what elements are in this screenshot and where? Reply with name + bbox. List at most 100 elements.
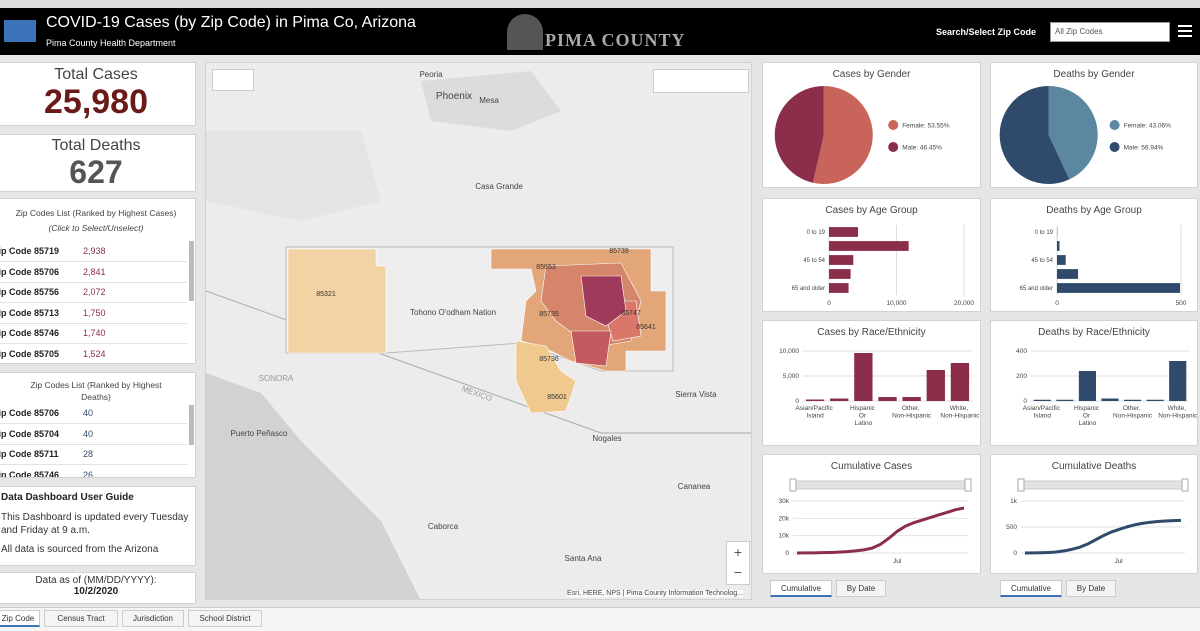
menu-icon[interactable] xyxy=(1178,25,1192,37)
bar xyxy=(829,255,853,265)
category-label: 0 to 19 xyxy=(1035,230,1054,236)
zip-label: 85653 xyxy=(536,264,556,271)
zip-code: Zip Code 85706 xyxy=(0,403,59,423)
bar xyxy=(1057,241,1059,251)
bar xyxy=(951,363,969,401)
scrollbar[interactable] xyxy=(189,405,194,445)
zip-label: 85736 xyxy=(539,356,559,363)
header-bar: COVID-19 Cases (by Zip Code) in Pima Co,… xyxy=(0,8,1200,55)
scrollbar[interactable] xyxy=(189,241,194,301)
chart-title: Deaths by Gender xyxy=(991,69,1197,80)
search-label: Search/Select Zip Code xyxy=(936,27,1036,37)
category-label: Other, Non-Hispanic xyxy=(892,405,932,420)
category-label: 45 to 54 xyxy=(803,258,825,264)
bottom-tab[interactable]: Census Tract xyxy=(44,610,118,627)
bar xyxy=(878,397,896,401)
y-tick-label: 0 xyxy=(795,398,799,405)
land-texture xyxy=(206,131,381,221)
bar xyxy=(829,283,849,293)
bar xyxy=(902,397,920,401)
place-label: Sierra Vista xyxy=(675,390,717,399)
zip-count: 2,072 xyxy=(83,282,106,302)
x-tick-label: Jul xyxy=(1114,558,1123,565)
place-label: Mesa xyxy=(479,96,499,105)
bottom-tab[interactable]: Zip Code xyxy=(0,610,40,627)
as-of-value: 10/2/2020 xyxy=(0,586,195,597)
y-tick-label: 30k xyxy=(779,498,790,505)
y-tick-label: 1k xyxy=(1010,498,1018,505)
category-label: White, Non-Hispanic xyxy=(1158,405,1197,420)
logo-dome xyxy=(507,14,543,50)
chart-title: Deaths by Age Group xyxy=(991,205,1197,216)
zip-code: Zip Code 85746 xyxy=(0,323,59,343)
chart-tab[interactable]: Cumulative xyxy=(770,580,832,597)
zip-count: 2,841 xyxy=(83,262,106,282)
legend-swatch xyxy=(888,120,898,130)
chart-tab[interactable]: Cumulative xyxy=(1000,580,1062,597)
bar xyxy=(1101,399,1118,402)
bar xyxy=(1124,400,1141,401)
place-label: Nogales xyxy=(592,434,621,443)
zip-select[interactable]: All Zip Codes xyxy=(1050,22,1170,42)
category-label: 65 and older xyxy=(1020,286,1053,292)
map-toolbar[interactable] xyxy=(653,69,749,93)
chart-tab[interactable]: By Date xyxy=(836,580,886,597)
range-slider xyxy=(793,481,968,489)
bottom-tab[interactable]: School District xyxy=(188,610,262,627)
subtitle: Pima County Health Department xyxy=(46,38,176,48)
bar xyxy=(1057,255,1066,265)
category-label: 45 to 54 xyxy=(1031,258,1053,264)
zip-code: Zip Code 85719 xyxy=(0,241,59,261)
chart-tab[interactable]: By Date xyxy=(1066,580,1116,597)
range-slider xyxy=(1021,481,1185,489)
bar xyxy=(1057,283,1180,293)
y-tick-label: 10,000 xyxy=(779,348,799,355)
zoom-controls[interactable]: +− xyxy=(726,541,750,585)
bottom-tab[interactable]: Jurisdiction xyxy=(122,610,184,627)
list-row[interactable]: Zip Code 85706 40 xyxy=(0,403,187,424)
sea xyxy=(206,373,421,600)
x-tick-label: 0 xyxy=(1055,300,1059,307)
place-label: Cananea xyxy=(678,482,711,491)
category-label: Hispanic Or Latino xyxy=(850,405,877,427)
bar xyxy=(927,370,945,401)
top-strip xyxy=(0,0,1200,8)
zip-label: 85641 xyxy=(636,324,656,331)
total-deaths-value: 627 xyxy=(0,155,195,189)
x-tick-label: 20,000 xyxy=(954,300,974,307)
place-label: Puerto Peñasco xyxy=(231,429,288,438)
guide-title: Data Dashboard User Guide xyxy=(1,492,195,503)
map-layer-button[interactable] xyxy=(212,69,254,91)
map-attribution: Esri, HERE, NPS | Pima County Informatio… xyxy=(567,590,743,597)
chart-card: Deaths by Age Group 0 500 0 to 19 45 to 54 65… xyxy=(990,198,1198,312)
zip-count: 40 xyxy=(83,403,93,423)
legend-label: Female: 43.06% xyxy=(1124,123,1172,130)
guide-text: This Dashboard is updated every Tuesday … xyxy=(1,511,195,537)
chart-title: Cases by Race/Ethnicity xyxy=(763,327,980,338)
y-tick-label: 500 xyxy=(1006,524,1017,531)
x-tick-label: 500 xyxy=(1176,300,1187,307)
zip-count: 1,750 xyxy=(83,303,106,323)
zip-area xyxy=(288,249,386,353)
